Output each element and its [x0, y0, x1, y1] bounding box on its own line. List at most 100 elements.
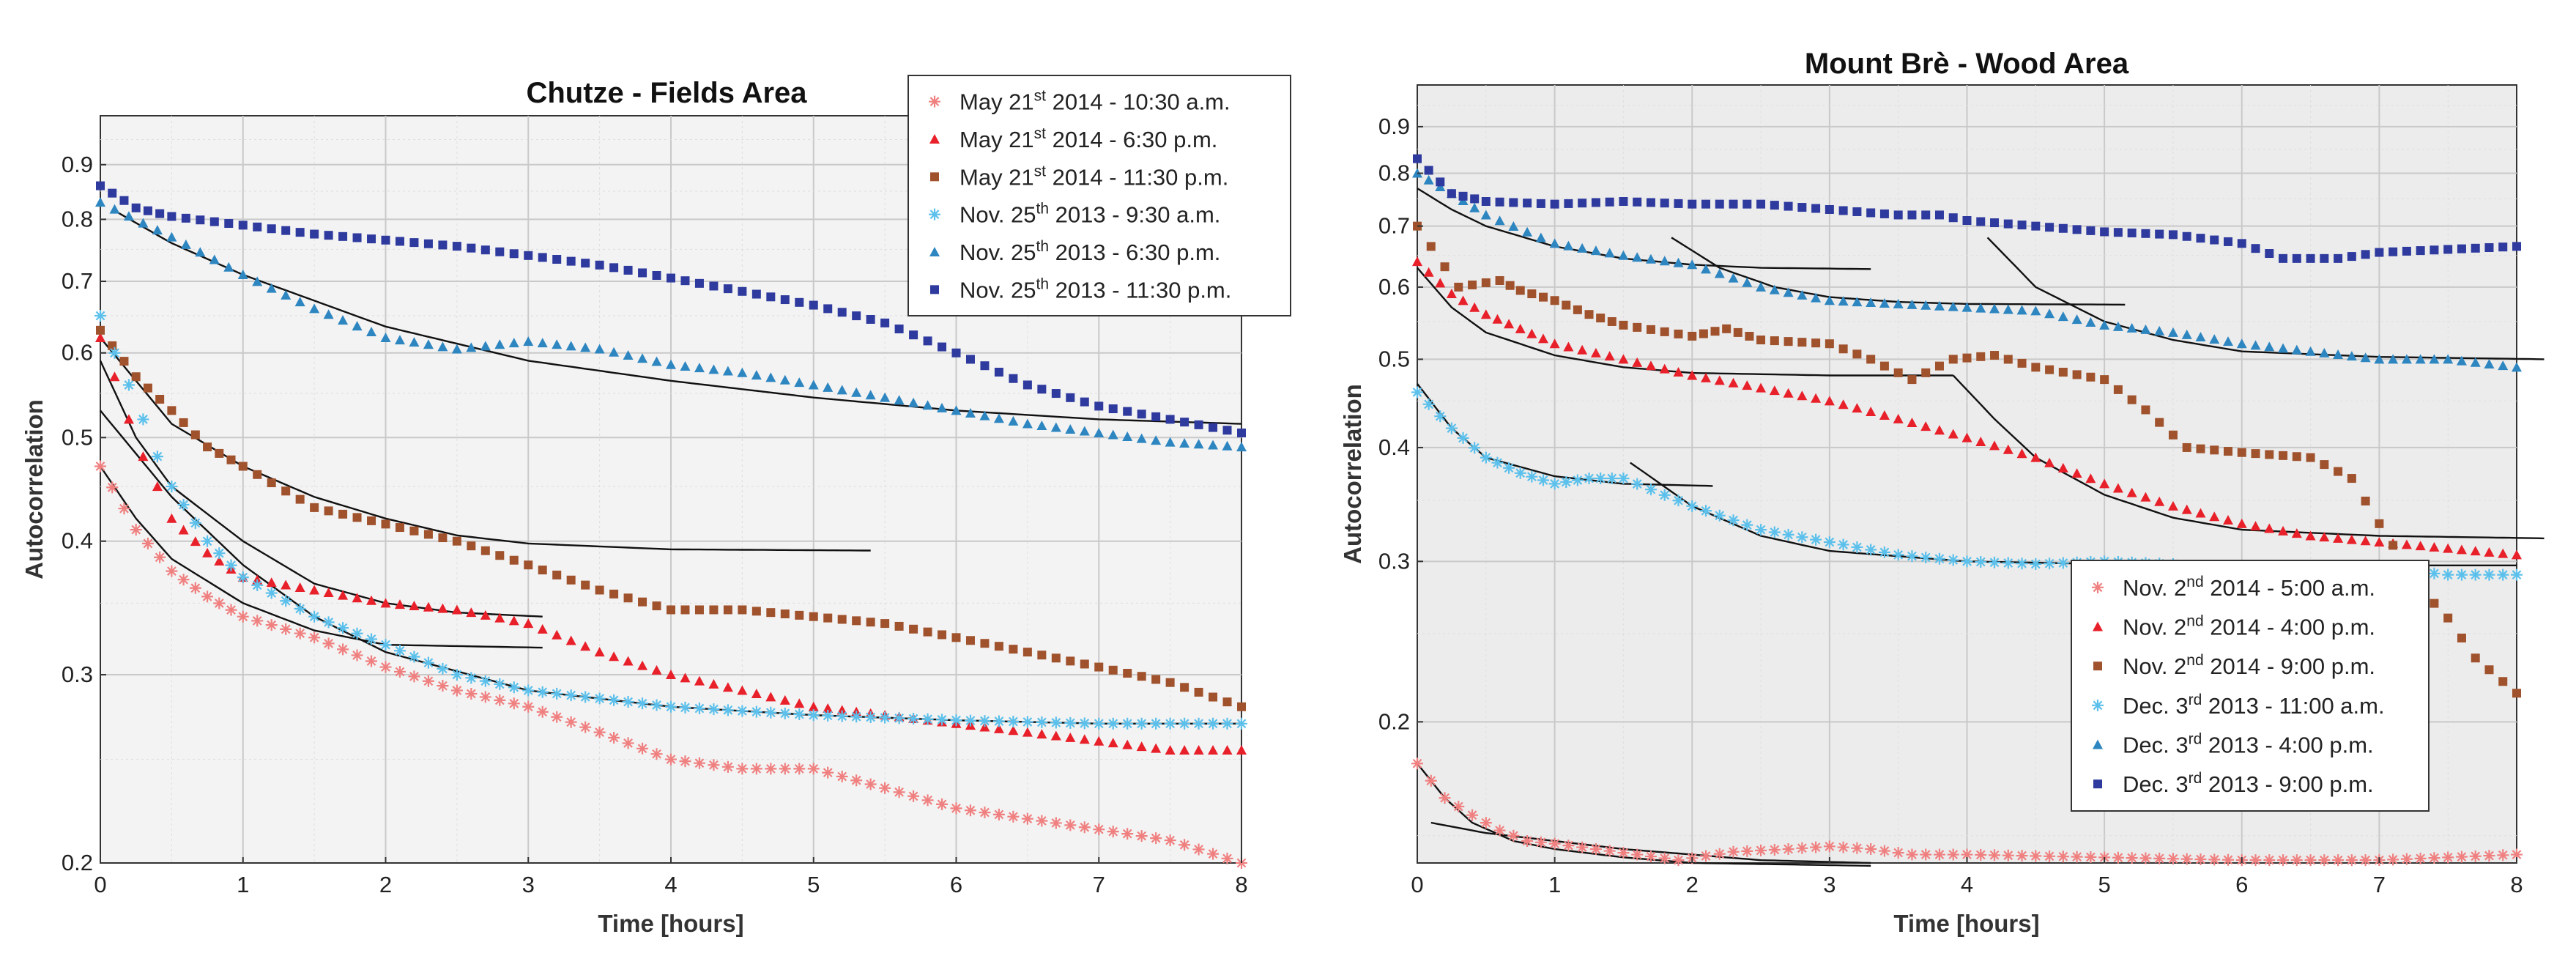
data-point	[167, 212, 177, 221]
data-point	[2306, 453, 2315, 462]
data-point	[1491, 456, 1504, 469]
data-point	[667, 605, 675, 615]
data-point	[2265, 249, 2274, 259]
data-point	[2334, 253, 2343, 263]
data-point	[1893, 298, 1904, 308]
data-point	[1920, 300, 1931, 310]
data-point	[1879, 209, 1889, 218]
data-point	[566, 575, 576, 585]
data-point	[2127, 229, 2137, 238]
data-point	[2031, 221, 2041, 231]
data-point	[2071, 468, 2082, 478]
data-point	[552, 255, 562, 264]
data-point	[765, 372, 776, 382]
data-point	[2279, 253, 2288, 263]
data-point	[2194, 853, 2207, 866]
data-point	[1907, 375, 1917, 385]
data-point	[237, 571, 249, 584]
data-point	[737, 367, 748, 377]
data-point	[1435, 278, 1446, 288]
data-point	[2306, 253, 2315, 263]
data-point	[2057, 462, 2068, 473]
data-point	[1193, 439, 1204, 449]
data-point	[2016, 850, 2028, 862]
data-point	[380, 332, 391, 342]
data-point	[467, 243, 476, 253]
data-point	[680, 276, 690, 286]
data-point	[1222, 426, 1232, 435]
data-point	[2388, 541, 2398, 550]
x-tick-label: 2	[1686, 872, 1699, 897]
data-point	[1921, 368, 1931, 377]
data-point	[893, 712, 905, 725]
data-point	[2429, 354, 2440, 364]
data-point	[2237, 448, 2246, 457]
data-point	[2291, 528, 2302, 538]
data-point	[852, 311, 861, 321]
data-point	[323, 309, 334, 319]
data-point	[409, 600, 420, 610]
data-point	[452, 536, 461, 546]
data-point	[190, 430, 200, 440]
data-point	[851, 387, 862, 397]
data-point	[1768, 843, 1781, 856]
data-point	[2469, 568, 2482, 581]
data-point	[466, 342, 477, 352]
data-point	[1976, 352, 1986, 361]
legend-label-main: Nov. 2	[2123, 575, 2186, 601]
data-point	[1549, 238, 1560, 248]
data-point	[1411, 757, 1423, 770]
data-point	[2360, 352, 2371, 363]
data-point	[408, 651, 420, 663]
data-point	[2401, 539, 2412, 549]
data-point	[1080, 397, 1089, 407]
data-point	[822, 766, 834, 779]
data-point	[1606, 473, 1618, 485]
data-point	[665, 753, 677, 766]
data-point	[2113, 228, 2123, 237]
data-point	[822, 709, 834, 722]
x-tick-label: 3	[522, 872, 535, 897]
data-point	[636, 697, 649, 710]
data-point	[1989, 849, 2001, 862]
data-point	[2016, 557, 2028, 570]
data-point	[1137, 410, 1146, 419]
data-point	[2443, 354, 2454, 364]
data-point	[322, 637, 335, 650]
data-point	[1107, 429, 1118, 440]
y-tick-label: 0.7	[1378, 213, 1410, 239]
data-point	[2263, 854, 2276, 867]
data-point	[422, 656, 434, 669]
data-point	[1573, 305, 1582, 314]
data-point	[2154, 325, 2165, 336]
data-point	[836, 710, 848, 722]
x-tick-label: 8	[2510, 872, 2523, 897]
data-point	[1576, 841, 1589, 853]
data-point	[1221, 717, 1233, 730]
data-point	[322, 616, 335, 629]
data-point	[479, 675, 491, 687]
data-point	[1745, 331, 1754, 341]
data-point	[880, 392, 891, 402]
data-point	[2443, 245, 2453, 254]
data-point	[1921, 210, 1931, 220]
data-point	[2484, 358, 2495, 368]
data-point	[1824, 295, 1835, 305]
data-point	[1729, 199, 1738, 209]
data-point	[1078, 717, 1091, 730]
data-point	[180, 239, 191, 249]
data-point	[394, 335, 405, 345]
series-4	[1412, 168, 2522, 372]
data-point	[623, 593, 633, 603]
data-point	[651, 356, 662, 366]
data-point	[694, 278, 704, 288]
data-point	[552, 629, 563, 640]
data-point	[879, 711, 891, 724]
data-point	[252, 276, 263, 286]
data-point	[708, 759, 720, 771]
data-point	[566, 256, 576, 266]
data-point	[552, 570, 562, 579]
data-point	[722, 682, 733, 692]
data-point	[864, 778, 877, 790]
data-point	[808, 379, 819, 390]
